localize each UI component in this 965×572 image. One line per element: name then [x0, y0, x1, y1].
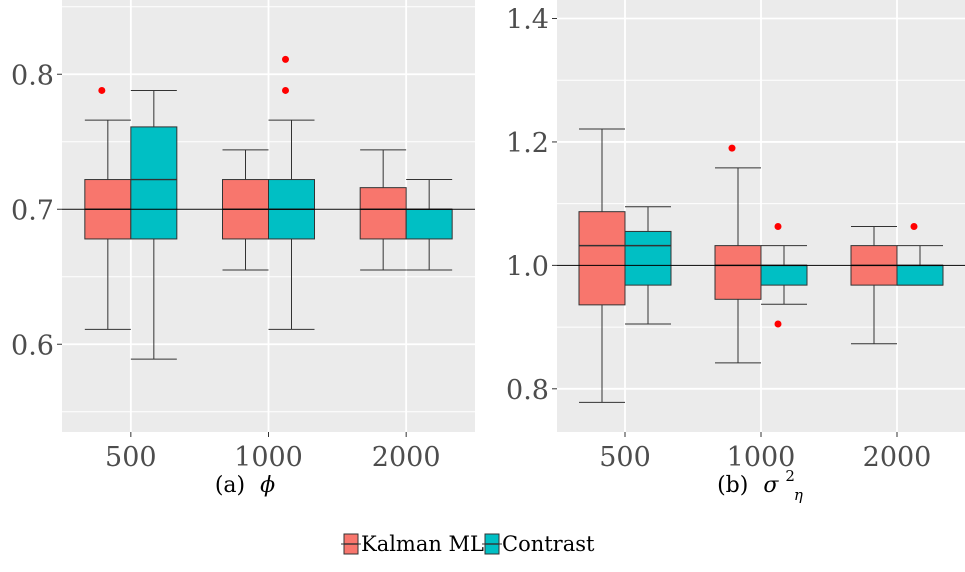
box-kalman-500: [578, 128, 626, 403]
outlier-point: [774, 320, 782, 328]
panel-sigma-caption-sub: η: [794, 486, 803, 504]
box-kalman-1000: [714, 144, 762, 364]
panel-phi: 0.6 0.7 0.8 500 1000 2000 (a) ϕ: [11, 0, 475, 498]
y-tick-label: 0.6: [11, 330, 54, 361]
outlier-point: [98, 86, 106, 94]
box-contrast-2000: [896, 222, 944, 286]
panel-phi-caption-prefix: (a): [215, 473, 245, 498]
panel-phi-caption: (a) ϕ: [215, 473, 275, 498]
outlier-point: [774, 222, 782, 230]
legend-contrast-label: Contrast: [502, 532, 595, 556]
panel-phi-boxes: [62, 55, 475, 360]
panel-phi-y-axis: 0.6 0.7 0.8: [11, 60, 62, 361]
box-contrast-500: [624, 206, 672, 325]
box-body: [760, 264, 808, 286]
legend-item-kalman: Kalman MLE: [341, 532, 499, 556]
y-tick-label: 0.7: [11, 195, 54, 226]
panel-sigma-boxes: [557, 128, 965, 403]
box-body: [714, 245, 762, 300]
box-body: [624, 230, 672, 286]
box-contrast-500: [130, 89, 178, 360]
outlier-point: [728, 144, 736, 152]
panel-phi-caption-symbol: ϕ: [260, 473, 275, 498]
y-tick-label: 1.4: [506, 5, 549, 36]
y-tick-label: 0.8: [11, 60, 54, 91]
legend-kalman-label: Kalman MLE: [361, 532, 499, 556]
x-tick-label: 2000: [863, 442, 932, 473]
panel-sigma-caption: (b) σ 2 η: [717, 462, 803, 504]
x-tick-label: 2000: [372, 442, 441, 473]
x-tick-label: 1000: [727, 442, 796, 473]
outlier-point: [910, 222, 918, 230]
box-body: [578, 211, 626, 306]
panel-sigma-y-axis: 0.8 1.0 1.2 1.4: [506, 5, 557, 406]
panel-phi-x-axis: 500 1000 2000: [105, 432, 441, 473]
panel-sigma-caption-symbol: σ: [763, 473, 779, 498]
legend-item-contrast: Contrast: [482, 532, 595, 556]
box-body: [896, 264, 944, 286]
panel-sigma: 0.8 1.0 1.2 1.4 500 1000 2000 (b) σ 2 η: [506, 0, 965, 504]
box-body: [130, 126, 178, 240]
panel-sigma-caption-sup: 2: [785, 467, 795, 485]
outlier-point: [282, 86, 289, 94]
panel-sigma-caption-prefix: (b): [717, 473, 748, 498]
y-tick-label: 1.2: [506, 128, 549, 159]
x-tick-label: 500: [599, 442, 651, 473]
box-body: [359, 187, 407, 240]
panel-sigma-x-axis: 500 1000 2000: [599, 432, 931, 473]
y-tick-label: 0.8: [506, 375, 549, 406]
x-tick-label: 1000: [234, 442, 303, 473]
box-body: [405, 208, 453, 240]
legend: Kalman MLE Contrast: [341, 532, 595, 556]
y-tick-label: 1.0: [506, 251, 549, 282]
x-tick-label: 500: [105, 442, 157, 473]
outlier-point: [282, 55, 289, 63]
